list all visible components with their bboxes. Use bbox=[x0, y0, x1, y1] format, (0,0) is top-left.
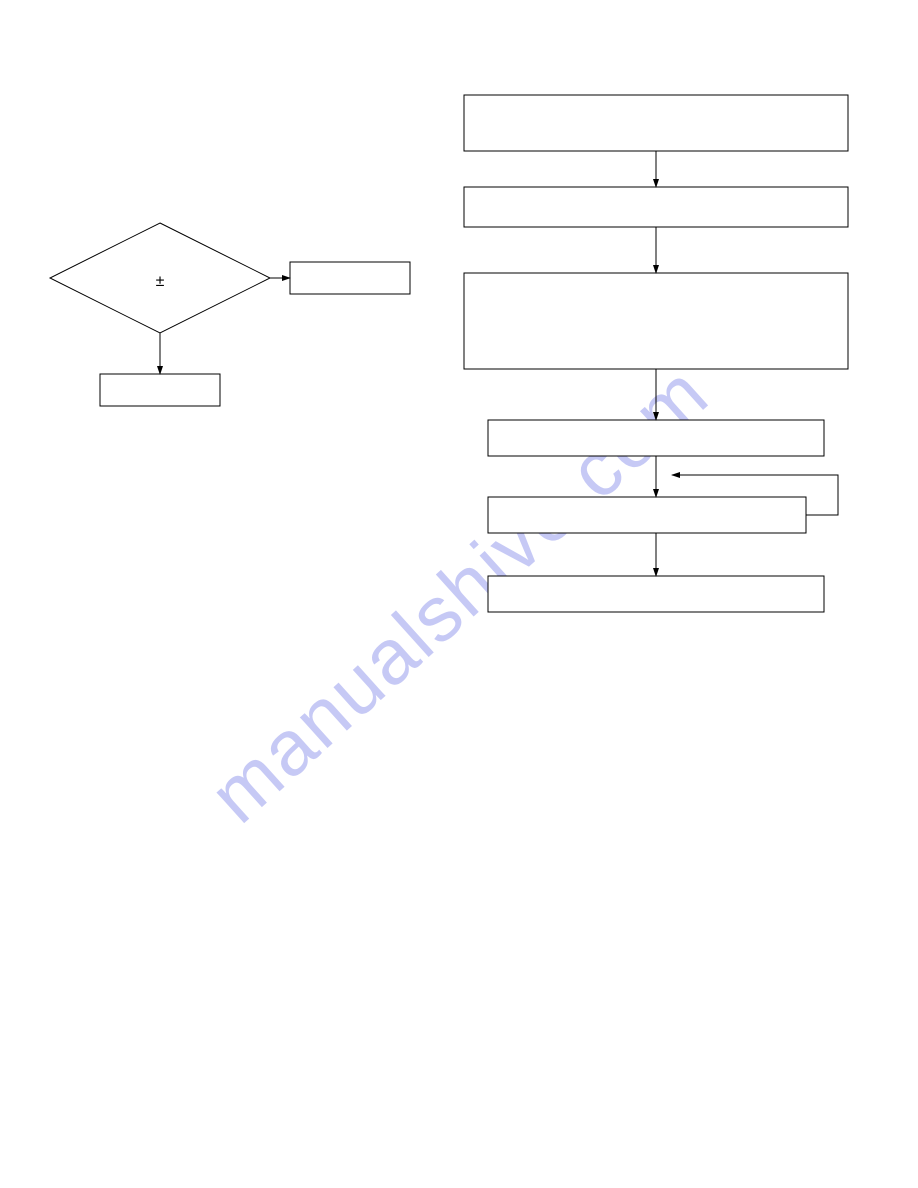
step-2 bbox=[464, 187, 848, 227]
step-4 bbox=[488, 420, 824, 456]
decision-label: ± bbox=[156, 273, 165, 290]
step-6 bbox=[488, 576, 824, 612]
diagram-canvas: ± bbox=[0, 0, 918, 1188]
process-node-below bbox=[100, 374, 220, 406]
flowchart-right bbox=[464, 95, 848, 612]
step-3 bbox=[464, 273, 848, 369]
step-1 bbox=[464, 95, 848, 151]
process-node-right bbox=[290, 262, 410, 294]
flowchart-left: ± bbox=[50, 223, 410, 406]
step-5 bbox=[488, 497, 806, 533]
